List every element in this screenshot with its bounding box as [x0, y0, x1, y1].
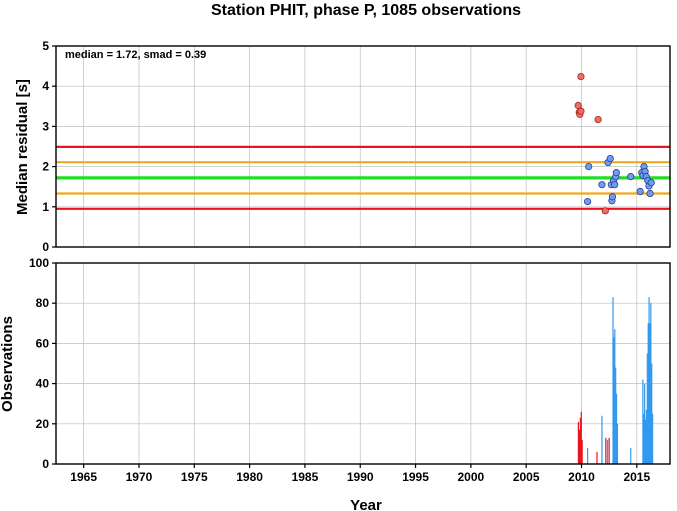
x-tick-label: 1975	[181, 470, 208, 484]
observation-bar	[643, 413, 645, 464]
residual-point	[574, 101, 582, 110]
observation-bar	[606, 439, 609, 464]
residual-point	[646, 189, 654, 198]
x-tick-label: 2005	[513, 470, 540, 484]
x-tick-label: 1985	[292, 470, 319, 484]
residual-reference-lines	[56, 145, 670, 210]
residual-y-tick-label: 3	[42, 119, 49, 133]
residual-point	[636, 187, 644, 196]
residual-point	[577, 72, 585, 81]
observation-bar	[645, 409, 648, 464]
residual-point	[583, 197, 592, 206]
residual-points	[574, 72, 655, 215]
observations-bars	[577, 297, 654, 464]
observation-bar	[613, 337, 615, 464]
residual-y-axis-label: Median residual [s]	[14, 79, 31, 215]
observation-bar	[644, 383, 646, 464]
observations-frame	[55, 262, 671, 465]
observations-y-tick-label: 100	[29, 256, 49, 270]
x-tick-label: 1970	[126, 470, 153, 484]
residual-point	[612, 169, 620, 177]
observation-bar	[652, 413, 654, 464]
observation-bar	[615, 367, 617, 464]
x-tick-label: 1990	[347, 470, 374, 484]
x-tick-label: 1995	[402, 470, 429, 484]
observations-y-tick-label: 80	[36, 296, 50, 310]
x-tick-label: 1980	[236, 470, 263, 484]
residual-y-ticks: 0 1 2 3 4 5	[42, 39, 56, 254]
observation-bar	[577, 421, 579, 464]
residual-y-tick-label: 4	[42, 79, 49, 93]
observation-bar	[601, 415, 603, 464]
residual-point	[627, 173, 635, 181]
x-tick-label: 1965	[70, 470, 97, 484]
observations-y-tick-label: 40	[36, 377, 50, 391]
x-axis-label: Year	[350, 497, 382, 511]
observation-bar	[608, 437, 610, 464]
residual-point	[611, 181, 619, 189]
observation-bar	[596, 451, 598, 464]
observation-bar	[648, 297, 650, 464]
residual-point	[585, 163, 593, 171]
observations-x-ticks: 1965 1970 1975 1980 1985 1990 1995 2000 2005 2010…	[70, 464, 650, 484]
residual-y-tick-label: 0	[42, 240, 49, 254]
figure-title: Station PHIT, phase P, 1085 observations	[211, 2, 521, 19]
observation-bar	[586, 447, 589, 464]
observation-bar	[605, 437, 607, 464]
residual-point	[608, 193, 617, 201]
observation-bar	[647, 323, 649, 464]
residual-frame	[55, 45, 671, 248]
observations-y-tick-label: 0	[42, 457, 49, 471]
residual-y-tick-label: 1	[42, 200, 49, 214]
observation-bar	[615, 393, 618, 464]
residual-panel: 0 1 2 3 4 5 median = 1.72, smad = 0.39 Median…	[14, 39, 671, 254]
observation-bar	[650, 303, 652, 464]
residual-point	[601, 207, 609, 215]
observations-panel: 0 20 40 60 80 100 1965 1970 1975 1980 1985 1990 199…	[0, 256, 671, 511]
x-tick-label: 2015	[623, 470, 650, 484]
observation-bar	[616, 423, 619, 464]
residual-y-tick-label: 5	[42, 39, 49, 53]
x-tick-label: 2010	[568, 470, 595, 484]
observation-bar	[580, 411, 582, 464]
observation-bar	[644, 419, 647, 464]
residual-point	[598, 181, 606, 189]
observations-y-axis-label: Observations	[0, 316, 16, 412]
observation-bar	[579, 417, 581, 464]
observation-bar	[630, 447, 632, 464]
residual-point	[594, 115, 602, 124]
observation-bar	[642, 379, 644, 464]
observation-bar	[649, 323, 651, 464]
observation-bar	[612, 297, 614, 464]
observations-y-tick-label: 20	[36, 417, 50, 431]
observation-bar	[578, 429, 581, 464]
observations-y-tick-label: 60	[36, 336, 50, 350]
observations-y-ticks: 0 20 40 60 80 100	[29, 256, 56, 471]
median-annotation: median = 1.72, smad = 0.39	[65, 49, 206, 61]
observation-bar	[581, 439, 583, 464]
residual-point	[577, 107, 585, 115]
x-tick-label: 2000	[458, 470, 485, 484]
residual-y-tick-label: 2	[42, 160, 49, 174]
residual-point	[647, 179, 655, 187]
observation-bar	[651, 363, 653, 464]
residual-point	[606, 154, 614, 163]
observation-bar	[646, 353, 648, 464]
observation-bar	[614, 329, 616, 464]
